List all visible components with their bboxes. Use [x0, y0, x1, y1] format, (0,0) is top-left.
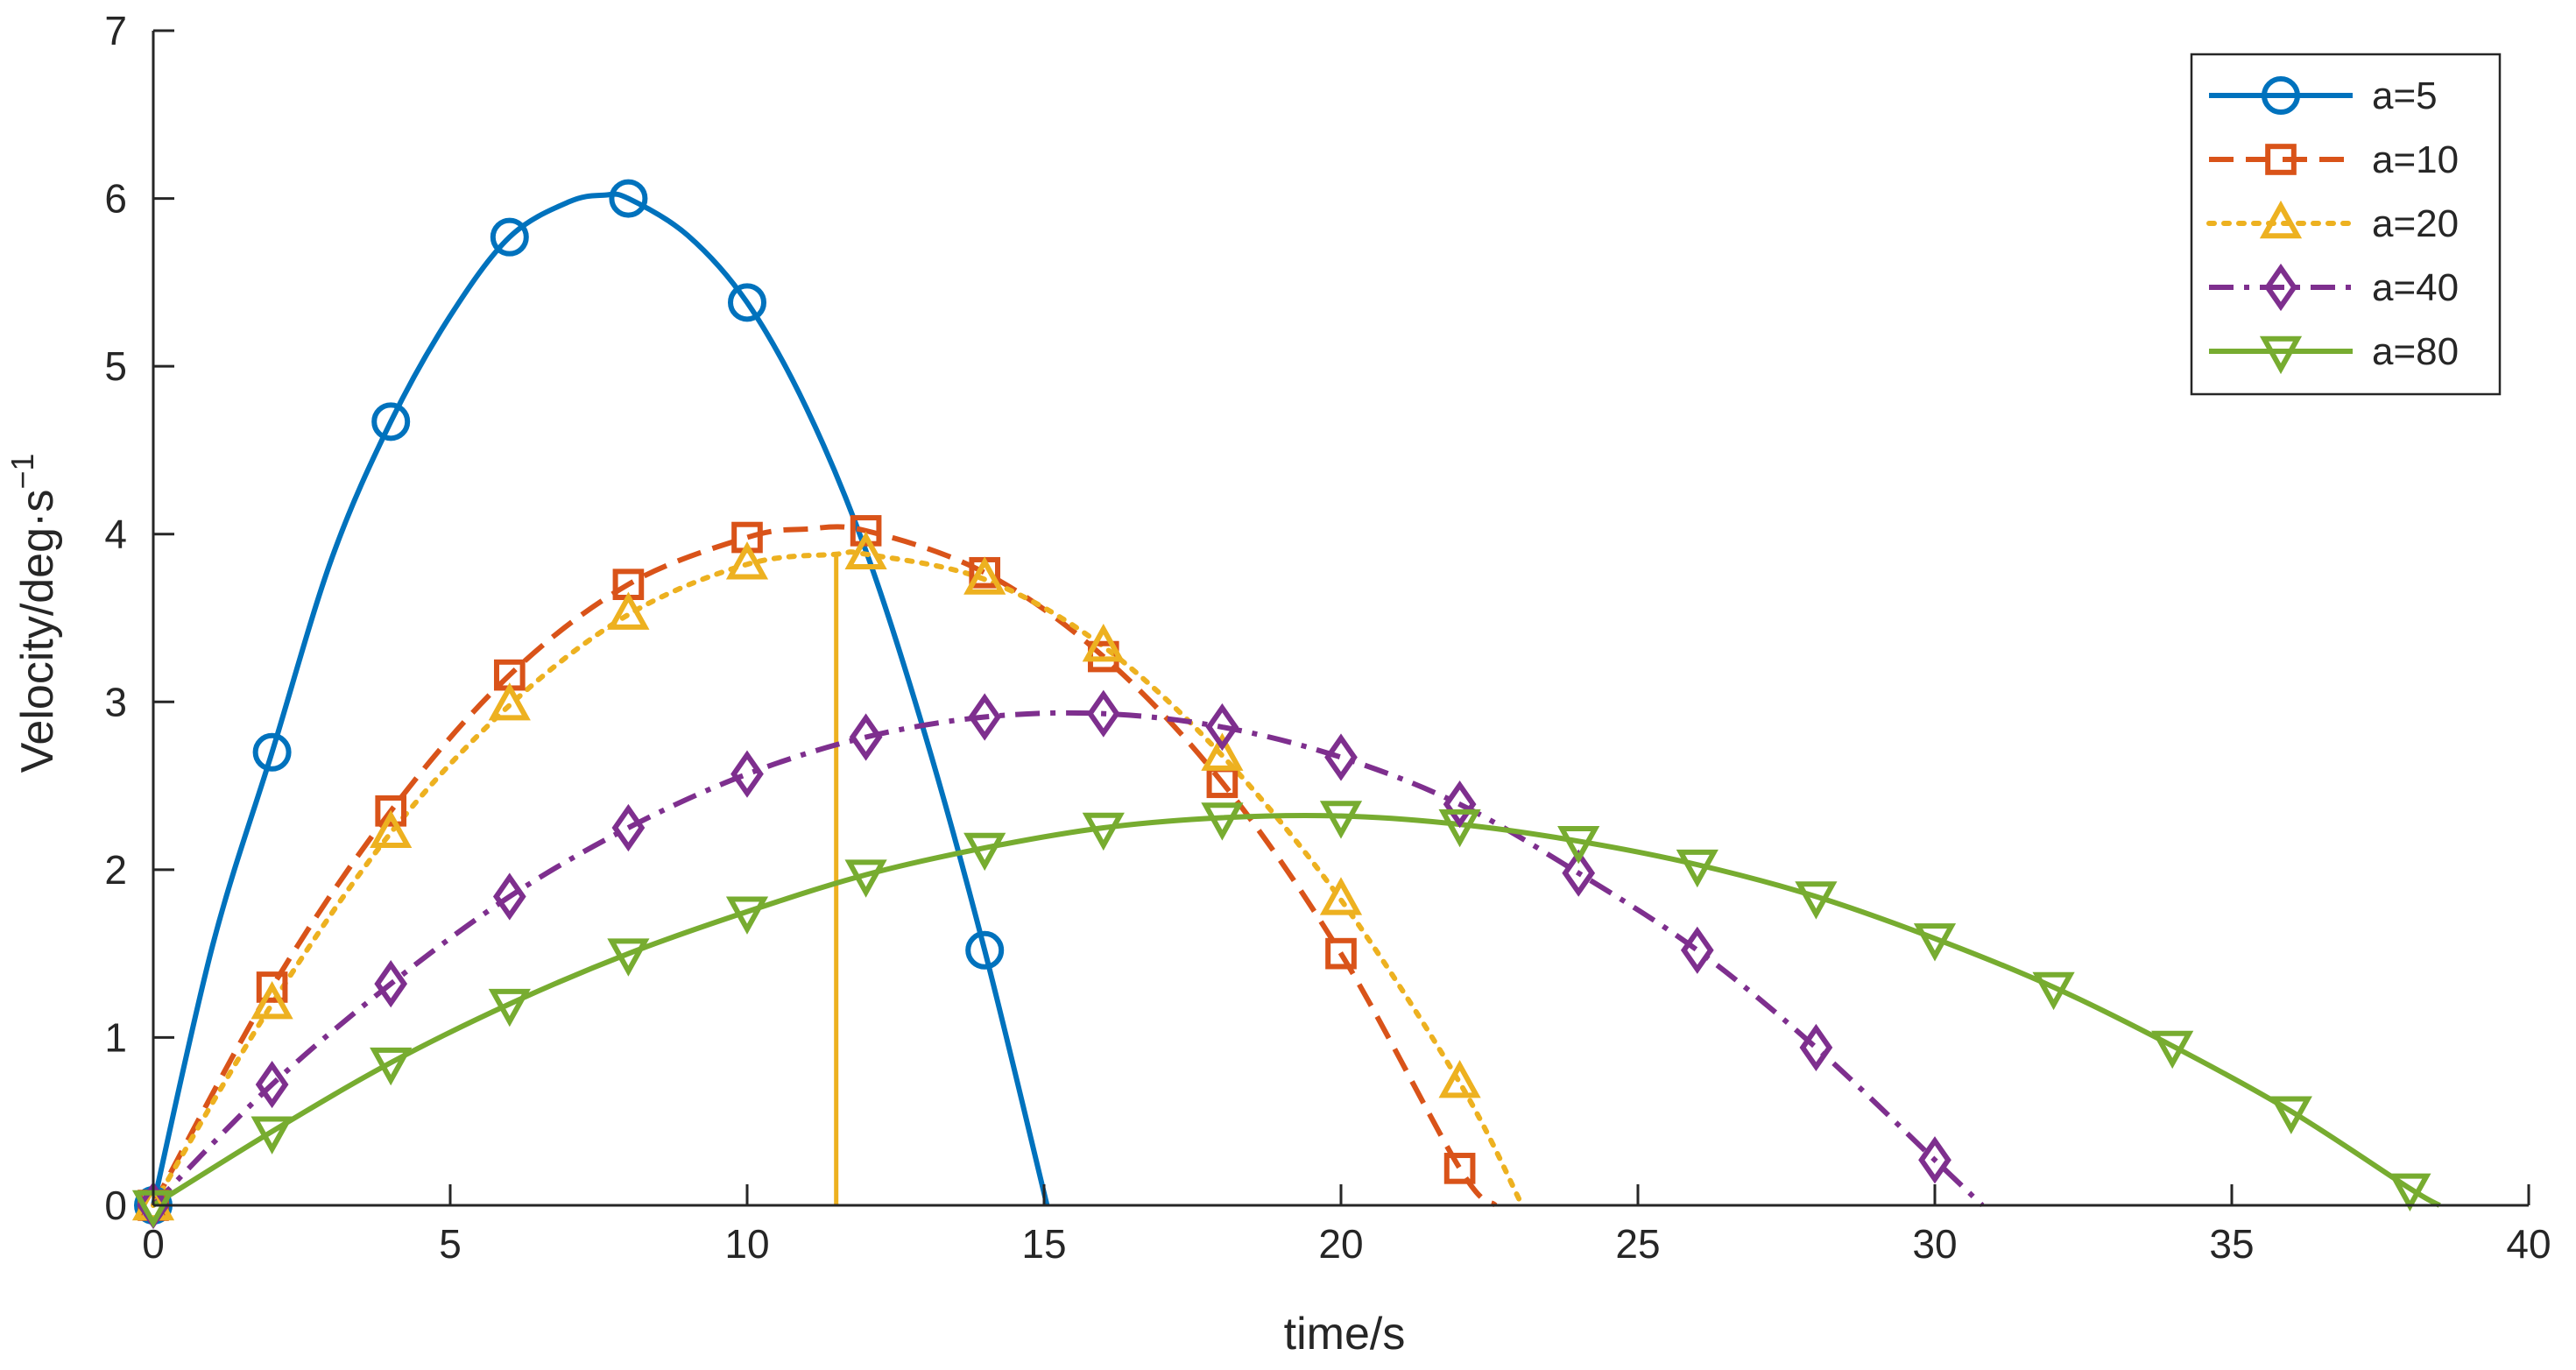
- x-tick-label: 25: [1615, 1221, 1660, 1267]
- data-point-a-5: [490, 217, 529, 257]
- legend-marker-a-10: [2265, 144, 2297, 175]
- data-point-a-80: [1557, 826, 1600, 865]
- data-point-a-5: [609, 179, 648, 218]
- data-point-a-80: [370, 1047, 413, 1086]
- data-point-a-40: [730, 750, 764, 798]
- data-point-a-20: [1082, 623, 1125, 662]
- data-point-a-80: [1201, 802, 1244, 841]
- x-tick-label: 35: [2209, 1221, 2254, 1267]
- plot-markers: [131, 179, 2431, 1230]
- series-line-a-20: [151, 549, 1525, 1208]
- y-tick-label: 5: [104, 343, 127, 389]
- data-point-a-20: [963, 556, 1006, 595]
- y-tick-label: 7: [104, 8, 127, 53]
- data-point-a-80: [1319, 801, 1363, 839]
- data-point-a-80: [1795, 881, 1838, 920]
- x-tick-label: 0: [142, 1221, 165, 1267]
- legend-label-a-80: a=80: [2372, 330, 2459, 373]
- data-point-a-5: [371, 402, 411, 441]
- y-tick-label: 0: [104, 1183, 127, 1228]
- data-point-a-40: [1799, 1023, 1833, 1072]
- data-point-a-20: [844, 531, 887, 569]
- data-point-a-40: [1443, 780, 1477, 829]
- data-point-a-40: [255, 1060, 289, 1109]
- legend-label-a-20: a=20: [2372, 202, 2459, 245]
- y-tick-label: 1: [104, 1014, 127, 1060]
- data-point-a-40: [492, 872, 526, 921]
- legend-label-a-10: a=10: [2372, 138, 2459, 181]
- data-point-a-80: [488, 988, 531, 1028]
- data-point-a-40: [1562, 849, 1596, 897]
- data-point-a-10: [850, 515, 882, 547]
- data-point-a-5: [965, 930, 1005, 970]
- data-point-a-80: [2389, 1173, 2431, 1211]
- x-tick-label: 5: [439, 1221, 462, 1267]
- series-line-a-40: [151, 710, 1985, 1208]
- data-point-a-40: [1205, 703, 1239, 752]
- x-axis-ticks: 0 5 10 15 20 25 30 35 40: [142, 1184, 2551, 1267]
- data-point-a-80: [844, 859, 887, 898]
- data-point-a-20: [1319, 877, 1363, 915]
- series-line-a-10: [151, 524, 1498, 1208]
- data-point-a-10: [1325, 937, 1357, 970]
- data-point-a-80: [1438, 809, 1481, 848]
- data-point-a-5: [252, 732, 292, 772]
- legend-marker-a-20: [2259, 200, 2303, 239]
- data-point-a-40: [1324, 733, 1358, 781]
- legend-marker-a-5: [2262, 76, 2300, 115]
- data-point-a-20: [370, 809, 413, 848]
- data-point-a-40: [1086, 689, 1120, 738]
- data-point-a-20: [251, 980, 293, 1020]
- x-tick-label: 40: [2506, 1221, 2551, 1267]
- data-point-a-80: [2032, 971, 2075, 1011]
- data-point-a-40: [374, 960, 408, 1008]
- y-axis-label: Velocity/deg·s−1: [4, 454, 63, 773]
- y-axis-ticks: 0 1 2 3 4 5 6 7: [104, 8, 174, 1228]
- data-point-a-10: [256, 971, 288, 1003]
- data-point-a-80: [1913, 923, 1957, 962]
- legend-label-a-5: a=5: [2372, 74, 2438, 117]
- data-point-a-80: [1082, 812, 1125, 851]
- data-point-a-40: [611, 803, 646, 852]
- data-point-a-40: [1680, 926, 1714, 974]
- y-tick-label: 4: [104, 512, 127, 557]
- data-point-a-5: [728, 283, 766, 322]
- x-axis-label: time/s: [1284, 1309, 1406, 1359]
- x-tick-label: 15: [1021, 1221, 1066, 1267]
- data-point-a-20: [607, 591, 650, 630]
- data-point-a-10: [375, 794, 407, 827]
- y-axis-label-exponent: −1: [4, 454, 40, 490]
- legend-label-a-40: a=40: [2372, 266, 2459, 309]
- data-point-a-20: [1438, 1060, 1481, 1098]
- data-point-a-80: [2151, 1030, 2194, 1070]
- data-point-a-40: [849, 713, 883, 761]
- y-axis-label-text: Velocity/deg·s: [12, 490, 63, 773]
- legend: a=5 a=10 a=20 a=40 a=80: [2190, 53, 2502, 396]
- data-point-a-40: [968, 693, 1002, 741]
- data-point-a-20: [1201, 732, 1244, 771]
- data-point-a-40: [1918, 1136, 1951, 1184]
- data-point-a-20: [725, 541, 769, 580]
- data-point-a-80: [251, 1116, 293, 1155]
- data-point-a-80: [1676, 849, 1719, 888]
- x-tick-label: 10: [724, 1221, 769, 1267]
- x-tick-label: 20: [1318, 1221, 1363, 1267]
- y-tick-label: 3: [104, 679, 127, 724]
- legend-marker-a-40: [2264, 263, 2297, 312]
- y-tick-label: 6: [104, 176, 127, 222]
- data-point-a-80: [607, 938, 650, 977]
- data-point-a-80: [963, 832, 1006, 872]
- data-point-a-80: [725, 896, 769, 935]
- legend-marker-a-80: [2259, 335, 2303, 375]
- y-tick-label: 2: [104, 847, 127, 893]
- data-point-a-20: [488, 681, 531, 721]
- x-tick-label: 30: [1912, 1221, 1957, 1267]
- data-point-a-10: [1443, 1153, 1476, 1184]
- data-point-a-80: [2269, 1096, 2312, 1134]
